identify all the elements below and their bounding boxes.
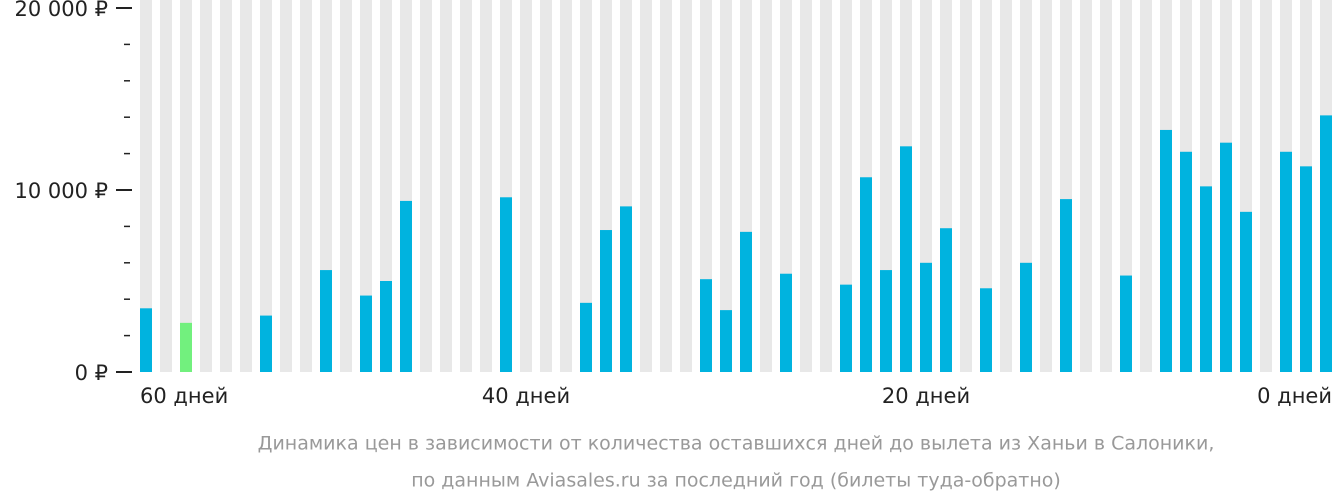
bar: [1120, 275, 1132, 372]
column-background: [180, 0, 192, 372]
caption: Динамика цен в зависимости от количества…: [258, 433, 1215, 455]
column-background: [1080, 0, 1092, 372]
column-background: [540, 0, 552, 372]
bar: [920, 262, 932, 372]
bar: [1220, 142, 1232, 372]
bar: [860, 177, 872, 372]
bar: [1160, 129, 1172, 372]
bar: [580, 302, 592, 372]
column-background: [280, 0, 292, 372]
bar: [1180, 151, 1192, 372]
bar: [380, 281, 392, 372]
column-background: [140, 0, 152, 372]
column-background: [720, 0, 732, 372]
column-background: [380, 0, 392, 372]
column-background: [460, 0, 472, 372]
bar: [1280, 151, 1292, 372]
column-background: [1260, 0, 1272, 372]
column-background: [760, 0, 772, 372]
column-background: [240, 0, 252, 372]
bar: [400, 200, 412, 372]
column-background: [1000, 0, 1012, 372]
bar: [1240, 211, 1252, 372]
bar: [600, 230, 612, 372]
column-background: [200, 0, 212, 372]
column-background: [660, 0, 672, 372]
column-background: [560, 0, 572, 372]
bar: [260, 315, 272, 372]
y-tick-label: 10 000 ₽: [14, 179, 108, 203]
column-background: [980, 0, 992, 372]
column-background: [480, 0, 492, 372]
column-background: [700, 0, 712, 372]
bar: [780, 273, 792, 372]
bar: [980, 288, 992, 372]
bar: [140, 308, 152, 372]
column-background: [680, 0, 692, 372]
bar: [1060, 199, 1072, 372]
bar: [620, 206, 632, 372]
bar: [840, 284, 852, 372]
caption: по данным Aviasales.ru за последний год …: [411, 470, 1061, 492]
bar: [360, 295, 372, 372]
bar: [900, 146, 912, 372]
bar: [1300, 166, 1312, 372]
bar: [700, 279, 712, 372]
column-background: [1100, 0, 1112, 372]
y-tick-label: 20 000 ₽: [14, 0, 108, 21]
column-background: [840, 0, 852, 372]
column-background: [1040, 0, 1052, 372]
column-background: [360, 0, 372, 372]
x-tick-label: 20 дней: [882, 384, 970, 408]
column-background: [160, 0, 172, 372]
column-background: [220, 0, 232, 372]
column-background: [440, 0, 452, 372]
bar: [720, 310, 732, 372]
column-background: [580, 0, 592, 372]
y-tick-label: 0 ₽: [75, 361, 108, 385]
bar: [940, 228, 952, 372]
bar: [500, 197, 512, 372]
column-background: [260, 0, 272, 372]
bar: [180, 322, 192, 372]
bar: [880, 270, 892, 372]
column-background: [420, 0, 432, 372]
column-background: [820, 0, 832, 372]
x-tick-label: 40 дней: [482, 384, 570, 408]
column-background: [1140, 0, 1152, 372]
column-background: [300, 0, 312, 372]
bar: [740, 231, 752, 372]
bar: [1020, 262, 1032, 372]
column-background: [520, 0, 532, 372]
bar: [1200, 186, 1212, 372]
bar: [320, 270, 332, 372]
x-tick-label: 60 дней: [140, 384, 228, 408]
x-tick-label: 0 дней: [1257, 384, 1332, 408]
column-background: [640, 0, 652, 372]
bar: [1320, 115, 1332, 372]
column-background: [340, 0, 352, 372]
column-background: [800, 0, 812, 372]
column-background: [960, 0, 972, 372]
